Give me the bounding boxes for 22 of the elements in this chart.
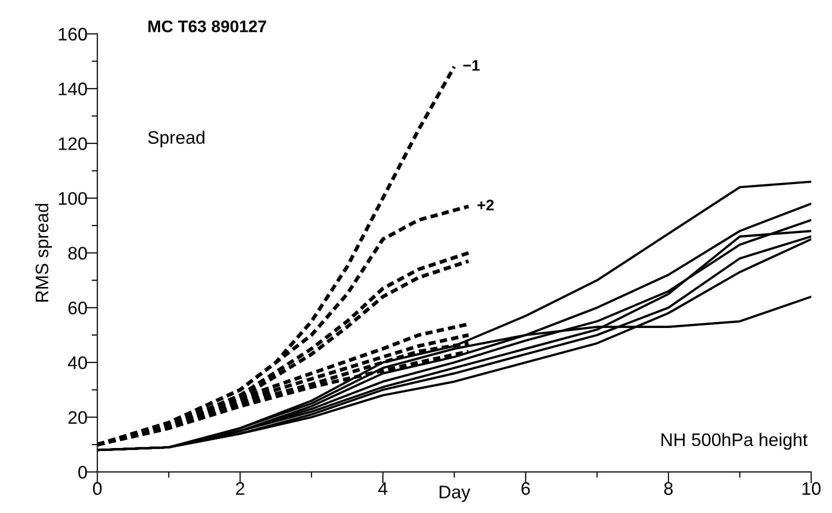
y-tick-label: 40: [68, 356, 87, 370]
y-axis-title: RMS spread: [35, 204, 52, 302]
annotation: NH 500hPa height: [662, 432, 808, 450]
x-tick-label: 4: [378, 482, 388, 495]
chart-title: MC T63 890127: [148, 20, 266, 32]
x-tick-label: 8: [664, 482, 673, 495]
x-tick-label: 10: [802, 482, 821, 495]
y-tick-label: 120: [58, 137, 87, 150]
y-tick-label: 160: [58, 28, 87, 41]
y-tick-label: 0: [78, 466, 87, 479]
y-tick-label: 140: [58, 82, 87, 96]
y-tick-label: 60: [68, 302, 87, 314]
y-tick-label: 100: [58, 192, 87, 205]
annotation: −1: [463, 60, 480, 71]
x-tick-label: 0: [93, 482, 102, 495]
y-tick-label: 80: [68, 246, 87, 260]
annotation: Spread: [148, 130, 204, 148]
annotation: +2: [478, 200, 494, 210]
x-tick-label: 6: [522, 482, 530, 495]
x-tick-label: 2: [236, 482, 244, 495]
x-axis-title: Day: [440, 486, 470, 502]
y-tick-label: 20: [68, 411, 87, 424]
